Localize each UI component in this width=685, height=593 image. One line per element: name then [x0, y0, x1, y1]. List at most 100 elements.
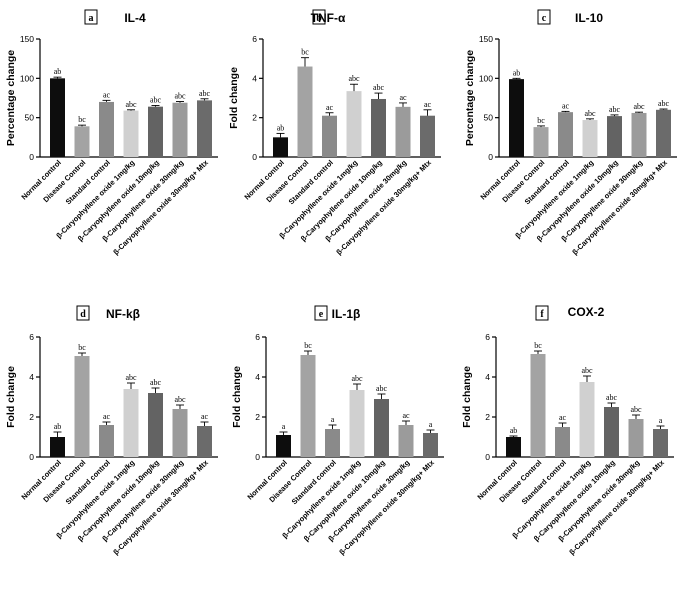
- significance-label: a: [659, 416, 663, 425]
- bar: [533, 127, 549, 157]
- bar: [74, 126, 90, 157]
- bar: [297, 66, 313, 157]
- bar: [148, 106, 163, 157]
- panel-letter: e: [319, 309, 324, 320]
- significance-label: a: [429, 420, 433, 429]
- chart-panel-f: f COX-2 Fold change 0 2 4 6 ab Normal control bc D…: [456, 296, 684, 593]
- significance-label: abc: [609, 105, 621, 114]
- panel-letter: c: [542, 13, 547, 24]
- panel-letter-box: [84, 9, 98, 25]
- significance-label: bc: [537, 116, 545, 125]
- significance-label: abc: [376, 384, 388, 393]
- x-tick-label: Disease Control: [267, 458, 313, 504]
- y-tick-label: 100: [479, 73, 493, 83]
- significance-label: abc: [630, 405, 642, 414]
- panel-letter-box: [312, 9, 326, 25]
- panel-letter-box: [314, 305, 328, 321]
- bar: [506, 437, 521, 457]
- significance-label: abc: [125, 100, 137, 109]
- y-axis-label: Percentage change: [5, 50, 17, 146]
- bar: [325, 429, 340, 457]
- bar: [197, 100, 212, 157]
- bar: [371, 98, 386, 157]
- bar: [172, 409, 188, 457]
- bar: [607, 116, 622, 157]
- y-tick-label: 0: [255, 452, 260, 462]
- y-tick-label: 2: [252, 113, 257, 123]
- significance-label: abc: [581, 366, 593, 375]
- significance-label: abc: [584, 109, 596, 118]
- chart-panel-b: b TNF-α Fold change 0 2 4 6 ab Normal control bc D…: [228, 0, 456, 297]
- y-tick-label: 0: [488, 152, 493, 162]
- y-tick-label: 2: [485, 412, 490, 422]
- bar: [423, 433, 438, 457]
- bar: [172, 102, 188, 157]
- chart-title: IL-1β: [332, 307, 361, 321]
- bar: [579, 382, 595, 457]
- bar: [99, 425, 114, 457]
- y-tick-label: 50: [484, 113, 494, 123]
- y-tick-label: 4: [252, 73, 257, 83]
- significance-label: abc: [348, 74, 360, 83]
- significance-label: a: [331, 415, 335, 424]
- chart-panel-c: c IL-10 Percentage change 0 50 100 150 ab Normal…: [456, 0, 684, 297]
- bar: [604, 407, 619, 457]
- y-axis-label: Fold change: [461, 366, 473, 428]
- bar: [50, 437, 65, 457]
- y-tick-label: 2: [255, 412, 260, 422]
- significance-label: bc: [534, 341, 542, 350]
- bar: [300, 355, 316, 457]
- significance-label: abc: [150, 378, 162, 387]
- significance-label: bc: [304, 341, 312, 350]
- bar: [555, 427, 570, 457]
- significance-label: abc: [174, 395, 186, 404]
- bar: [653, 429, 668, 457]
- bar: [628, 419, 644, 457]
- y-axis-label: Fold change: [228, 67, 240, 129]
- significance-label: ac: [559, 413, 567, 422]
- bar: [420, 115, 435, 157]
- significance-label: ab: [513, 68, 521, 77]
- bar: [530, 354, 546, 457]
- y-tick-label: 0: [29, 452, 34, 462]
- bar: [74, 356, 90, 457]
- bar: [50, 78, 65, 157]
- significance-label: ab: [277, 123, 285, 132]
- y-axis-label: Fold change: [231, 366, 243, 428]
- y-tick-label: 150: [20, 34, 34, 44]
- significance-label: ab: [54, 67, 62, 76]
- bar: [273, 137, 288, 157]
- bar: [374, 399, 389, 457]
- chart-title: TNF-α: [311, 11, 346, 25]
- y-tick-label: 50: [25, 113, 35, 123]
- bar: [123, 389, 139, 457]
- panel-letter: a: [89, 13, 94, 24]
- y-tick-label: 150: [479, 34, 493, 44]
- bar: [123, 110, 139, 157]
- bar: [656, 109, 671, 157]
- bar: [631, 112, 647, 157]
- significance-label: abc: [199, 89, 211, 98]
- bar: [346, 91, 362, 157]
- bar: [99, 101, 114, 157]
- y-tick-label: 4: [485, 372, 490, 382]
- bar: [349, 390, 365, 457]
- panel-letter-box: [76, 305, 90, 321]
- y-tick-label: 0: [252, 152, 257, 162]
- bar: [509, 79, 524, 157]
- x-tick-label: Disease Control: [41, 158, 87, 204]
- x-tick-label: Disease Control: [41, 458, 87, 504]
- significance-label: bc: [78, 343, 86, 352]
- significance-label: ac: [103, 90, 111, 99]
- significance-label: ac: [399, 93, 407, 102]
- bar: [148, 393, 163, 457]
- significance-label: abc: [125, 373, 137, 382]
- y-tick-label: 2: [29, 412, 34, 422]
- significance-label: abc: [351, 374, 363, 383]
- significance-label: ac: [402, 411, 410, 420]
